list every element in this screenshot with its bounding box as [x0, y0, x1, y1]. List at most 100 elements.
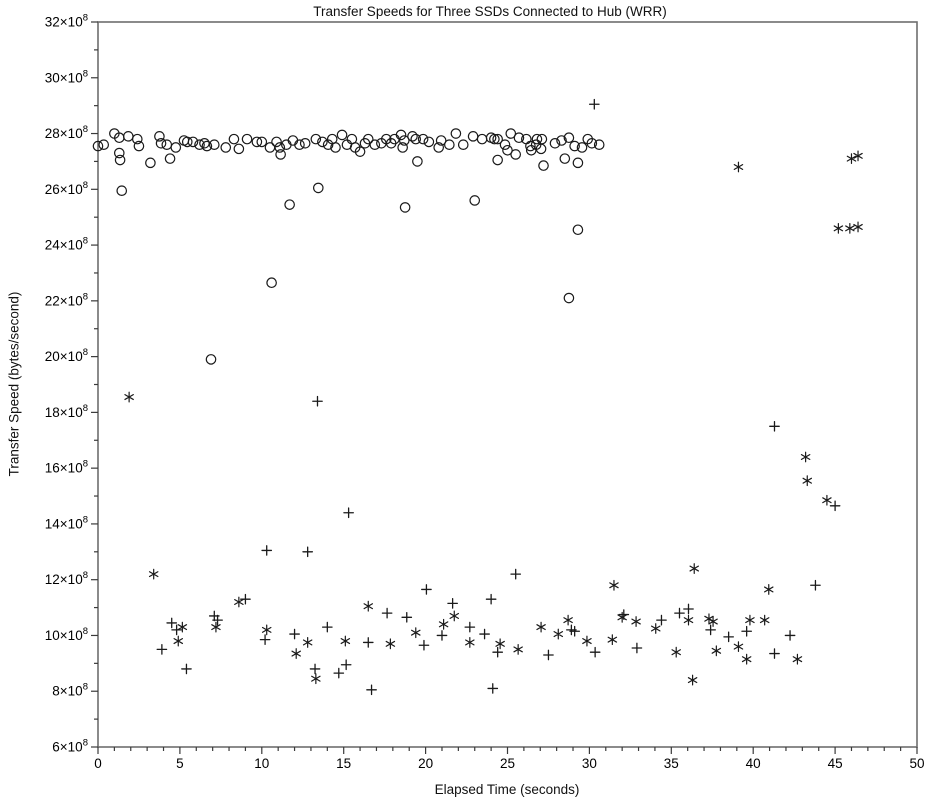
data-point-circle — [133, 140, 145, 152]
data-point-plus — [741, 625, 752, 637]
x-axis-label: Elapsed Time (seconds) — [434, 782, 580, 797]
data-point-circle — [241, 133, 253, 145]
chart-title: Transfer Speeds for Three SSDs Connected… — [313, 4, 667, 19]
data-point-circle — [256, 136, 268, 148]
data-point-asterisk — [311, 673, 321, 685]
data-point-asterisk — [234, 596, 244, 608]
data-point-plus — [829, 500, 841, 512]
data-point-plus — [543, 649, 554, 661]
data-point-circle — [92, 140, 104, 152]
data-point-asterisk — [173, 635, 184, 647]
data-point-circle — [284, 199, 295, 210]
data-point-plus — [479, 628, 490, 640]
data-point-circle — [313, 182, 324, 194]
data-point-circle — [423, 136, 435, 148]
data-point-circle — [531, 133, 543, 145]
data-point-plus — [723, 631, 734, 643]
y-tick-label: 6×108 — [52, 738, 88, 755]
data-point-circle — [549, 137, 561, 149]
y-tick-label: 20×108 — [45, 347, 88, 364]
data-point-plus — [289, 628, 300, 640]
data-point-plus — [492, 646, 504, 658]
data-point-plus — [333, 667, 345, 679]
data-point-circle — [251, 136, 263, 148]
data-point-asterisk — [211, 621, 221, 633]
data-point-circle — [330, 142, 341, 153]
x-tick-label: 5 — [176, 756, 184, 771]
x-tick-label: 45 — [828, 756, 843, 771]
data-point-asterisk — [449, 610, 460, 622]
data-point-asterisk — [148, 568, 159, 580]
y-tick-label: 12×108 — [45, 570, 88, 587]
data-point-circle — [499, 139, 511, 150]
data-point-circle — [275, 149, 286, 160]
data-point-asterisk — [438, 618, 449, 630]
data-point-circle — [170, 142, 182, 153]
data-point-asterisk — [609, 579, 619, 591]
x-tick-label: 15 — [336, 756, 351, 771]
data-point-asterisk — [340, 635, 351, 647]
data-point-circle — [154, 131, 165, 142]
data-point-asterisk — [513, 644, 523, 655]
data-point-plus — [683, 603, 694, 615]
data-point-asterisk — [291, 648, 301, 659]
data-point-circle — [510, 149, 521, 160]
data-point-circle — [220, 142, 232, 153]
data-point-plus — [166, 617, 178, 629]
data-point-plus — [569, 625, 581, 637]
data-point-plus — [321, 621, 333, 633]
data-point-circle — [271, 136, 282, 148]
data-point-circle — [164, 153, 176, 164]
data-point-circle — [536, 133, 548, 145]
x-tick-label: 25 — [500, 756, 515, 771]
data-point-circle — [336, 129, 348, 141]
data-point-circle — [113, 147, 125, 159]
data-point-plus — [447, 598, 458, 609]
data-point-circle — [412, 156, 423, 167]
y-tick-label: 16×108 — [45, 459, 88, 476]
data-point-asterisk — [802, 475, 813, 487]
data-point-circle — [201, 140, 213, 152]
data-point-circle — [433, 142, 445, 153]
data-point-asterisk — [711, 645, 722, 657]
y-tick-label: 26×108 — [45, 180, 88, 197]
data-point-asterisk — [363, 600, 374, 612]
data-point-circle — [444, 139, 455, 150]
data-point-asterisk — [671, 646, 681, 658]
data-point-plus — [589, 646, 601, 658]
data-point-plus — [343, 507, 354, 519]
data-point-circle — [407, 131, 418, 142]
data-point-plus — [485, 593, 497, 605]
data-point-asterisk — [822, 494, 832, 506]
y-tick-label: 14×108 — [45, 514, 88, 531]
data-point-asterisk — [833, 222, 844, 234]
data-point-plus — [362, 637, 374, 648]
data-point-circle — [435, 135, 447, 146]
data-point-circle — [476, 133, 488, 145]
data-point-circle — [287, 135, 299, 146]
data-point-circle — [145, 157, 156, 169]
data-point-circle — [457, 139, 469, 150]
y-tick-label: 32×108 — [45, 13, 88, 30]
data-point-circle — [264, 142, 276, 153]
data-point-circle — [369, 139, 381, 150]
data-point-circle — [505, 128, 517, 139]
data-point-circle — [469, 195, 481, 206]
data-point-circle — [586, 137, 598, 149]
data-point-circle — [489, 133, 500, 145]
data-point-circle — [399, 135, 410, 146]
data-point-circle — [161, 139, 173, 150]
data-point-asterisk — [846, 153, 857, 165]
data-point-circle — [187, 136, 199, 148]
data-point-asterisk — [411, 627, 421, 639]
data-point-circle — [98, 139, 110, 150]
data-point-plus — [705, 624, 716, 636]
data-point-asterisk — [689, 563, 699, 574]
data-point-plus — [259, 634, 271, 645]
data-point-plus — [418, 639, 430, 651]
data-point-circle — [399, 202, 411, 213]
data-point-circle — [114, 154, 126, 166]
data-point-asterisk — [853, 221, 863, 233]
data-point-asterisk — [563, 614, 573, 626]
data-point-asterisk — [617, 611, 627, 623]
